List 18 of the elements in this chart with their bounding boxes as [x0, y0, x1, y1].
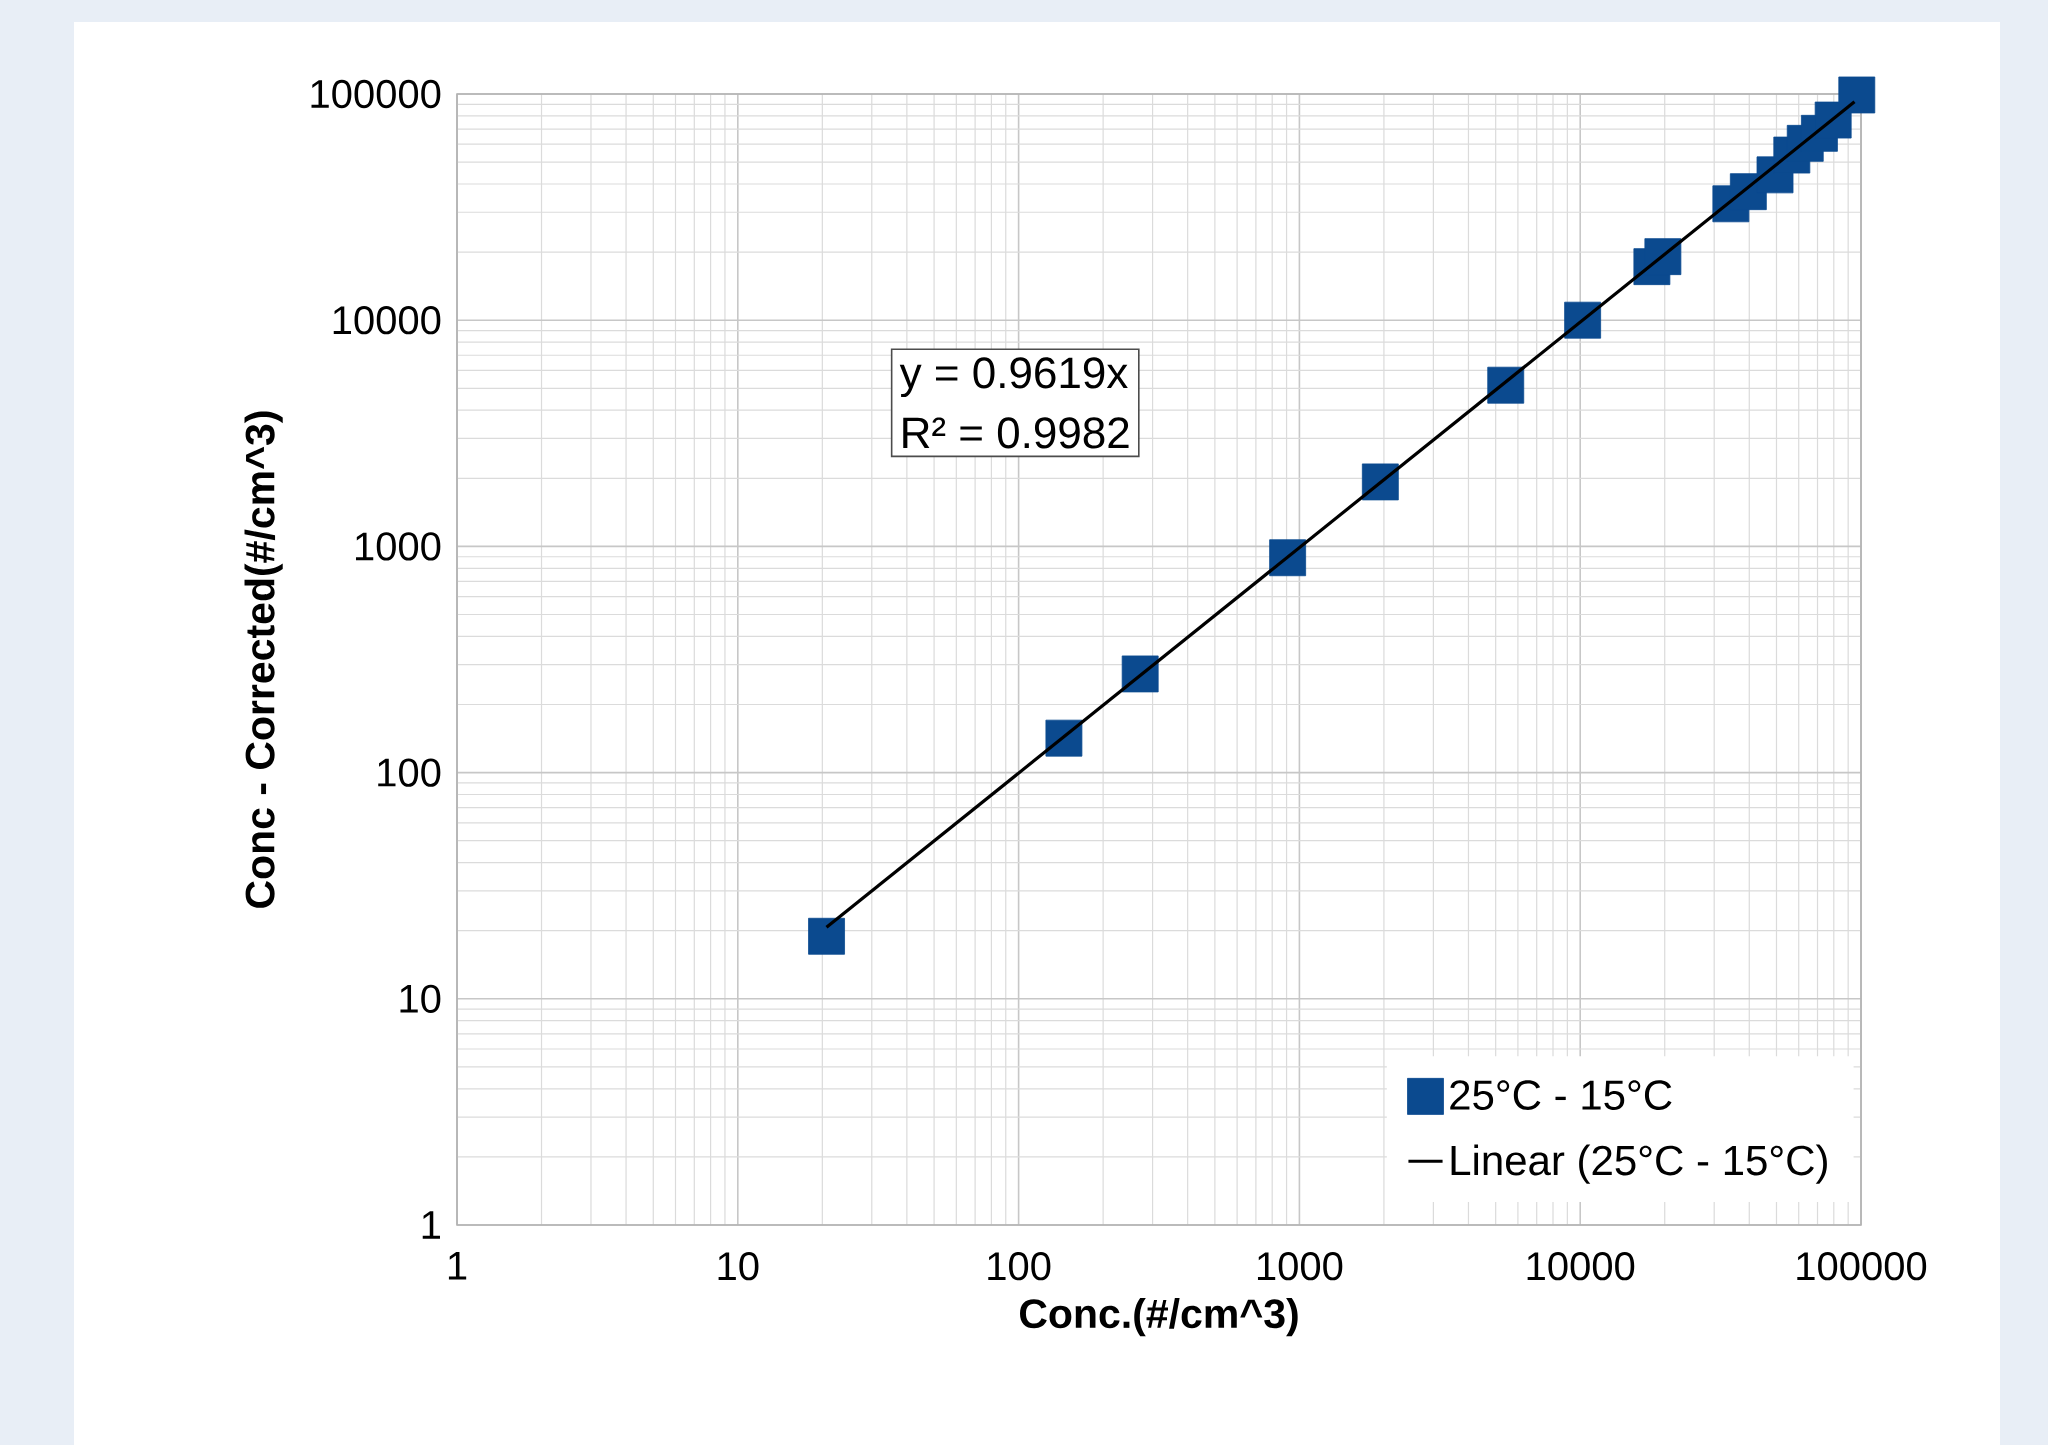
- legend-label: 25°C - 15°C: [1450, 1080, 1672, 1110]
- x-tick-label: 1000: [1257, 1252, 1343, 1281]
- x-tick-label: 100: [988, 1252, 1051, 1281]
- y-axis-title: Conc - Corrected(#/cm^3): [244, 411, 283, 908]
- annotation: y = 0.9619x: [899, 357, 1128, 398]
- y-tick-label: 1000: [356, 532, 441, 561]
- annotation: R² = 0.9982: [903, 417, 1129, 449]
- x-tick-label: 10: [718, 1252, 759, 1281]
- y-tick-label: 1: [422, 1211, 440, 1239]
- x-tick-label: 100000: [1797, 1252, 1927, 1281]
- y-tick-label: 100000: [311, 79, 441, 109]
- y-tick-label: 10000: [333, 306, 441, 335]
- y-tick-label: 10: [400, 984, 441, 1013]
- x-tick-label: 1: [448, 1252, 467, 1280]
- legend-label: Linear (25°C - 15°C): [1451, 1144, 1827, 1184]
- x-axis-title: Conc.(#/cm^3): [1020, 1298, 1298, 1337]
- x-tick-label: 10000: [1527, 1252, 1635, 1281]
- y-tick-label: 100: [378, 758, 441, 787]
